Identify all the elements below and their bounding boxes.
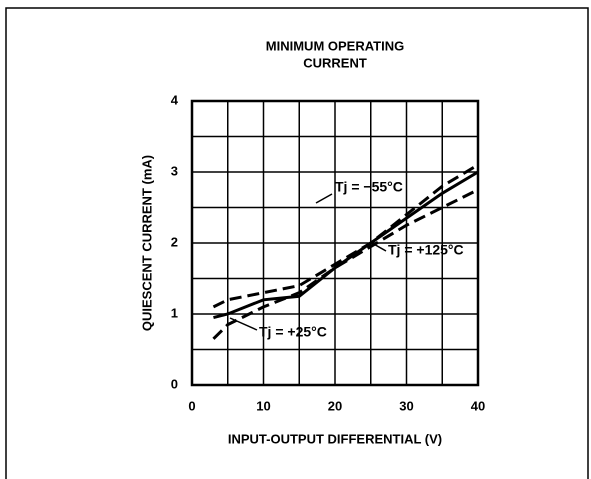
x-tick-label: 30 <box>399 398 413 413</box>
frame <box>5 7 589 479</box>
series-label: Tj = +25°C <box>259 324 327 340</box>
y-tick-label: 1 <box>171 305 178 320</box>
chart-title: MINIMUM OPERATING <box>266 38 404 53</box>
y-tick-label: 2 <box>171 234 178 249</box>
leader-line <box>229 317 258 331</box>
leader-line <box>315 193 333 204</box>
line-series <box>212 163 479 309</box>
x-tick-label: 10 <box>256 398 270 413</box>
plot-border <box>190 99 480 387</box>
x-tick-label: 40 <box>471 398 485 413</box>
y-axis-label: QUIESCENT CURRENT (mA) <box>139 155 154 331</box>
series-label: Tj = +125°C <box>388 242 464 258</box>
chart-title: CURRENT <box>303 55 367 70</box>
x-axis-label: INPUT-OUTPUT DIFFERENTIAL (V) <box>228 431 442 446</box>
series-label: Tj = −55°C <box>335 179 403 195</box>
line-series <box>212 188 479 340</box>
line-series <box>213 170 479 320</box>
y-tick-label: 0 <box>171 376 178 391</box>
y-tick-label: 3 <box>171 163 178 178</box>
x-tick-label: 0 <box>188 398 195 413</box>
x-tick-label: 20 <box>328 398 342 413</box>
y-tick-label: 4 <box>171 92 179 107</box>
